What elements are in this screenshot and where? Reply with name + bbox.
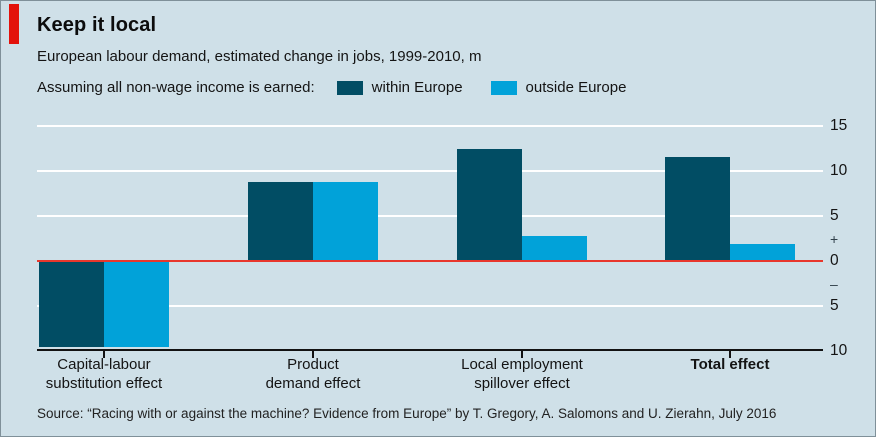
category-label-0: Capital-labour substitution effect <box>1 356 209 393</box>
x-axis-category-labels: Capital-labour substitution effect Product… <box>37 356 823 398</box>
y-axis-label-15-pos: 15 <box>830 117 848 134</box>
x-axis-tick-3 <box>729 351 731 358</box>
gridline-5 <box>37 214 823 218</box>
red-accent-block <box>9 4 19 44</box>
bar-outside-europe-1 <box>313 181 378 261</box>
category-label-line: spillover effect <box>474 374 570 392</box>
legend-prefix: Assuming all non-wage income is earned: <box>37 79 315 96</box>
gridline--5 <box>37 304 823 308</box>
source-note: Source: “Racing with or against the mach… <box>37 406 777 421</box>
y-axis-label-0-pos: 0 <box>830 252 839 269</box>
gridline-15 <box>37 124 823 128</box>
x-axis-tick-0 <box>103 351 105 358</box>
legend-label-within-europe: within Europe <box>371 79 463 96</box>
y-axis-label-plus: + <box>830 231 839 248</box>
category-label-1: Product demand effect <box>208 356 418 393</box>
bar-outside-europe-0 <box>104 261 169 348</box>
legend: Assuming all non-wage income is earned: … <box>37 79 654 96</box>
legend-label-outside-europe: outside Europe <box>525 79 627 96</box>
category-label-line: Capital-labour <box>57 356 151 373</box>
category-label-3: Total effect <box>625 356 835 375</box>
y-axis-label-5-neg: 5 <box>830 297 839 314</box>
bar-within-europe-1 <box>248 181 313 261</box>
chart-subtitle: European labour demand, estimated change… <box>37 48 482 65</box>
category-label-line: Product <box>287 356 339 373</box>
x-axis-line <box>37 349 823 351</box>
x-axis-tick-1 <box>312 351 314 358</box>
legend-swatch-outside-europe <box>490 80 517 95</box>
page-title: Keep it local <box>37 14 157 36</box>
category-label-line: demand effect <box>265 374 361 392</box>
gridline-10 <box>37 169 823 173</box>
category-label-line: substitution effect <box>45 374 163 392</box>
y-axis-label-10-pos: 10 <box>830 162 848 179</box>
legend-item-within-europe: within Europe <box>336 79 463 96</box>
bar-outside-europe-2 <box>522 235 587 261</box>
y-axis-label-10-neg: 10 <box>830 342 848 359</box>
y-axis-label-5-pos: 5 <box>830 207 839 224</box>
bar-outside-europe-3 <box>730 243 795 261</box>
zero-line <box>37 259 823 263</box>
bar-within-europe-3 <box>665 156 730 261</box>
category-label-line: Total effect <box>690 356 770 373</box>
y-axis-label-minus: – <box>830 276 838 293</box>
bar-within-europe-2 <box>457 148 522 261</box>
legend-swatch-within-europe <box>336 80 363 95</box>
bar-within-europe-0 <box>39 261 104 348</box>
legend-item-outside-europe: outside Europe <box>490 79 627 96</box>
category-label-2: Local employment spillover effect <box>417 356 627 393</box>
x-axis-tick-2 <box>521 351 523 358</box>
plot-area <box>37 124 823 358</box>
y-axis: 15 10 5 +0 – 5 10 <box>830 117 874 359</box>
category-label-line: Local employment <box>461 356 583 373</box>
